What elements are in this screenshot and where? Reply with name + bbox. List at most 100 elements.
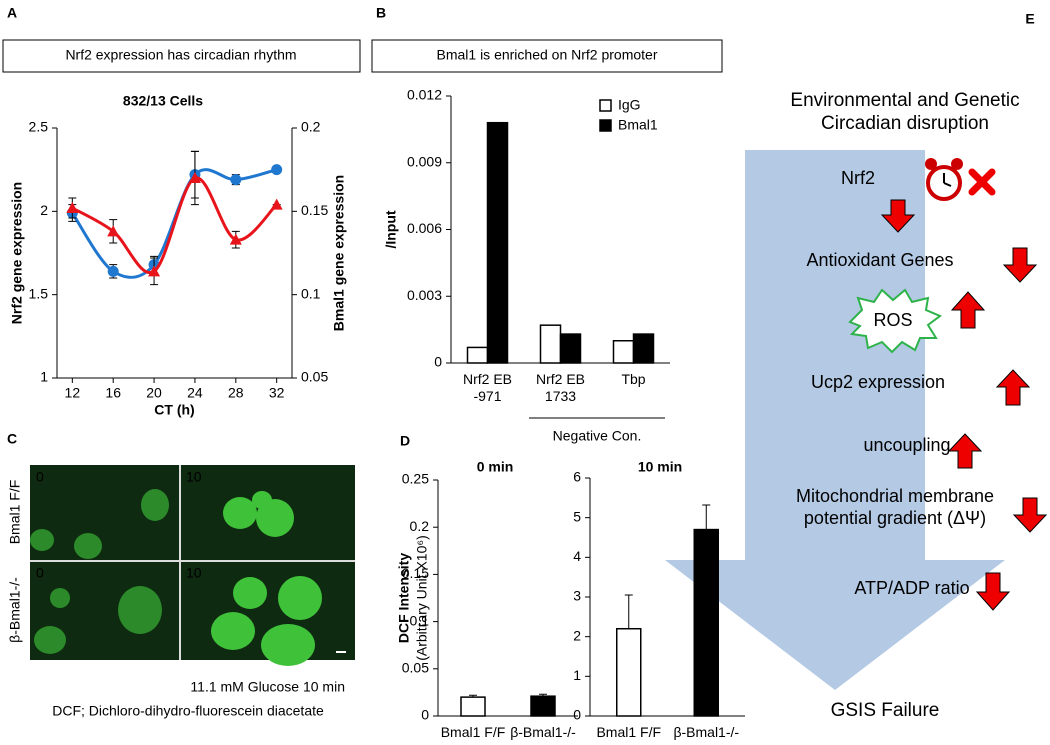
legend-swatch bbox=[599, 99, 612, 112]
flow-title: Environmental and Genetic Circadian disr… bbox=[790, 90, 1020, 134]
y2-axis-label: Bmal1 gene expression bbox=[331, 175, 347, 331]
error-bar bbox=[469, 694, 477, 698]
point bbox=[107, 265, 119, 277]
x-tick-label: Bmal1 F/F bbox=[596, 724, 662, 740]
flow-outcome: GSIS Failure bbox=[830, 700, 940, 721]
chart-title: 832/13 Cells bbox=[123, 93, 203, 109]
axis-line bbox=[450, 96, 670, 364]
bar bbox=[460, 696, 486, 717]
alarm-clock bbox=[925, 158, 963, 201]
x-tick-label: Nrf2 EB 1733 bbox=[535, 371, 585, 404]
y-tick-label: 0.05 bbox=[402, 660, 429, 676]
legend-label: Bmal1 bbox=[618, 117, 658, 133]
flow-step: Mitochondrial membrane potential gradien… bbox=[795, 486, 995, 528]
y-tick-label: 0.2 bbox=[301, 119, 321, 135]
y-tick-label: 0.15 bbox=[402, 565, 429, 581]
x-tick-label: Tbp bbox=[621, 371, 646, 387]
y-tick-label: 0.012 bbox=[407, 87, 442, 103]
frame-label: 0 bbox=[36, 565, 44, 581]
bar bbox=[612, 340, 635, 364]
error-bar bbox=[702, 504, 711, 530]
y-tick-label: 0 bbox=[434, 354, 442, 370]
y-tick-label: 0.006 bbox=[407, 220, 442, 236]
point bbox=[230, 174, 242, 186]
point bbox=[148, 265, 161, 277]
cells bbox=[30, 489, 169, 654]
axis-line bbox=[56, 128, 293, 379]
bar bbox=[559, 333, 582, 364]
x-tick-label: Nrf2 EB -971 bbox=[462, 371, 512, 404]
flow-step: ROS bbox=[873, 310, 913, 330]
panel-letter: E bbox=[1025, 11, 1034, 27]
flow-step: ATP/ADP ratio bbox=[854, 578, 970, 598]
flow-step: Ucp2 expression bbox=[810, 372, 946, 392]
big-arrow bbox=[665, 150, 1005, 690]
cross-mark bbox=[968, 168, 996, 196]
y-axis-label: Nrf2 gene expression bbox=[9, 182, 25, 324]
bar bbox=[486, 121, 509, 364]
panel-letter: C bbox=[7, 431, 17, 447]
y-tick-label: 0.25 bbox=[402, 471, 429, 487]
row-label: Bmal1 F/F bbox=[7, 480, 23, 545]
point bbox=[107, 225, 120, 237]
y-tick-label: 2.5 bbox=[29, 119, 49, 135]
flow-step: Nrf2 bbox=[840, 168, 875, 188]
x-tick-label: 20 bbox=[146, 385, 162, 401]
point bbox=[66, 202, 79, 213]
bar bbox=[466, 346, 489, 364]
y-tick-label: 4 bbox=[573, 548, 581, 564]
x-tick-label: β-Bmal1-/- bbox=[510, 724, 576, 740]
y-tick-label: 0 bbox=[573, 707, 581, 723]
error-bar bbox=[539, 693, 547, 697]
caption: 11.1 mM Glucose 10 min bbox=[190, 679, 345, 695]
y-tick-label: 0.003 bbox=[407, 287, 442, 303]
title-box bbox=[2, 39, 361, 73]
point bbox=[270, 198, 283, 210]
chart-title: 0 min bbox=[477, 459, 514, 475]
y-tick-label: 2 bbox=[573, 627, 581, 643]
flow-step: uncoupling bbox=[863, 435, 951, 455]
chart-title: 10 min bbox=[638, 459, 682, 475]
bar bbox=[616, 627, 642, 717]
red-arrows bbox=[880, 199, 1048, 611]
legend-swatch bbox=[599, 119, 612, 132]
legend-label: IgG bbox=[618, 97, 641, 113]
y-tick-label: 0.2 bbox=[410, 518, 430, 534]
y-tick-label: 1 bbox=[573, 667, 581, 683]
y-tick-label: 0 bbox=[421, 707, 429, 723]
bar bbox=[693, 528, 719, 717]
panel-letter: A bbox=[7, 5, 17, 21]
ros-burst bbox=[848, 288, 942, 354]
y-tick-label: 1 bbox=[40, 369, 48, 385]
panel-title: Bmal1 is enriched on Nrf2 promoter bbox=[437, 47, 658, 63]
x-axis-label: CT (h) bbox=[154, 402, 194, 418]
point bbox=[188, 172, 201, 183]
row-label: β-Bmal1-/- bbox=[7, 577, 23, 643]
title-box bbox=[371, 39, 723, 73]
frame-label: 10 bbox=[186, 565, 202, 581]
x-tick-label: 32 bbox=[269, 385, 285, 401]
point bbox=[229, 233, 242, 245]
y-axis-label-sub: (Arbitrary Unit X10⁶) bbox=[414, 535, 430, 661]
x-tick-label: 12 bbox=[65, 385, 81, 401]
x-tick-label: 28 bbox=[228, 385, 244, 401]
y-tick-label: 5 bbox=[573, 508, 581, 524]
flow-step: Antioxidant Genes bbox=[806, 250, 954, 270]
y-tick-label: 0.009 bbox=[407, 153, 442, 169]
frame-label: 10 bbox=[186, 469, 202, 485]
bar bbox=[539, 324, 562, 364]
x-tick-label: β-Bmal1-/- bbox=[673, 724, 740, 740]
y-tick-label: 1.5 bbox=[29, 285, 49, 301]
x-tick-label: 16 bbox=[105, 385, 121, 401]
panel-letter: B bbox=[376, 5, 386, 21]
cells bbox=[211, 491, 322, 666]
footnote: DCF; Dichloro-dihydro-fluorescein diacet… bbox=[52, 703, 324, 719]
series-line bbox=[71, 176, 278, 275]
error-bar bbox=[624, 594, 633, 629]
y-tick-label: 0.1 bbox=[410, 612, 430, 628]
y-axis-label: /Input bbox=[383, 210, 399, 248]
panel-title: Nrf2 expression has circadian rhythm bbox=[65, 47, 296, 63]
y-tick-label: 0.1 bbox=[301, 285, 321, 301]
